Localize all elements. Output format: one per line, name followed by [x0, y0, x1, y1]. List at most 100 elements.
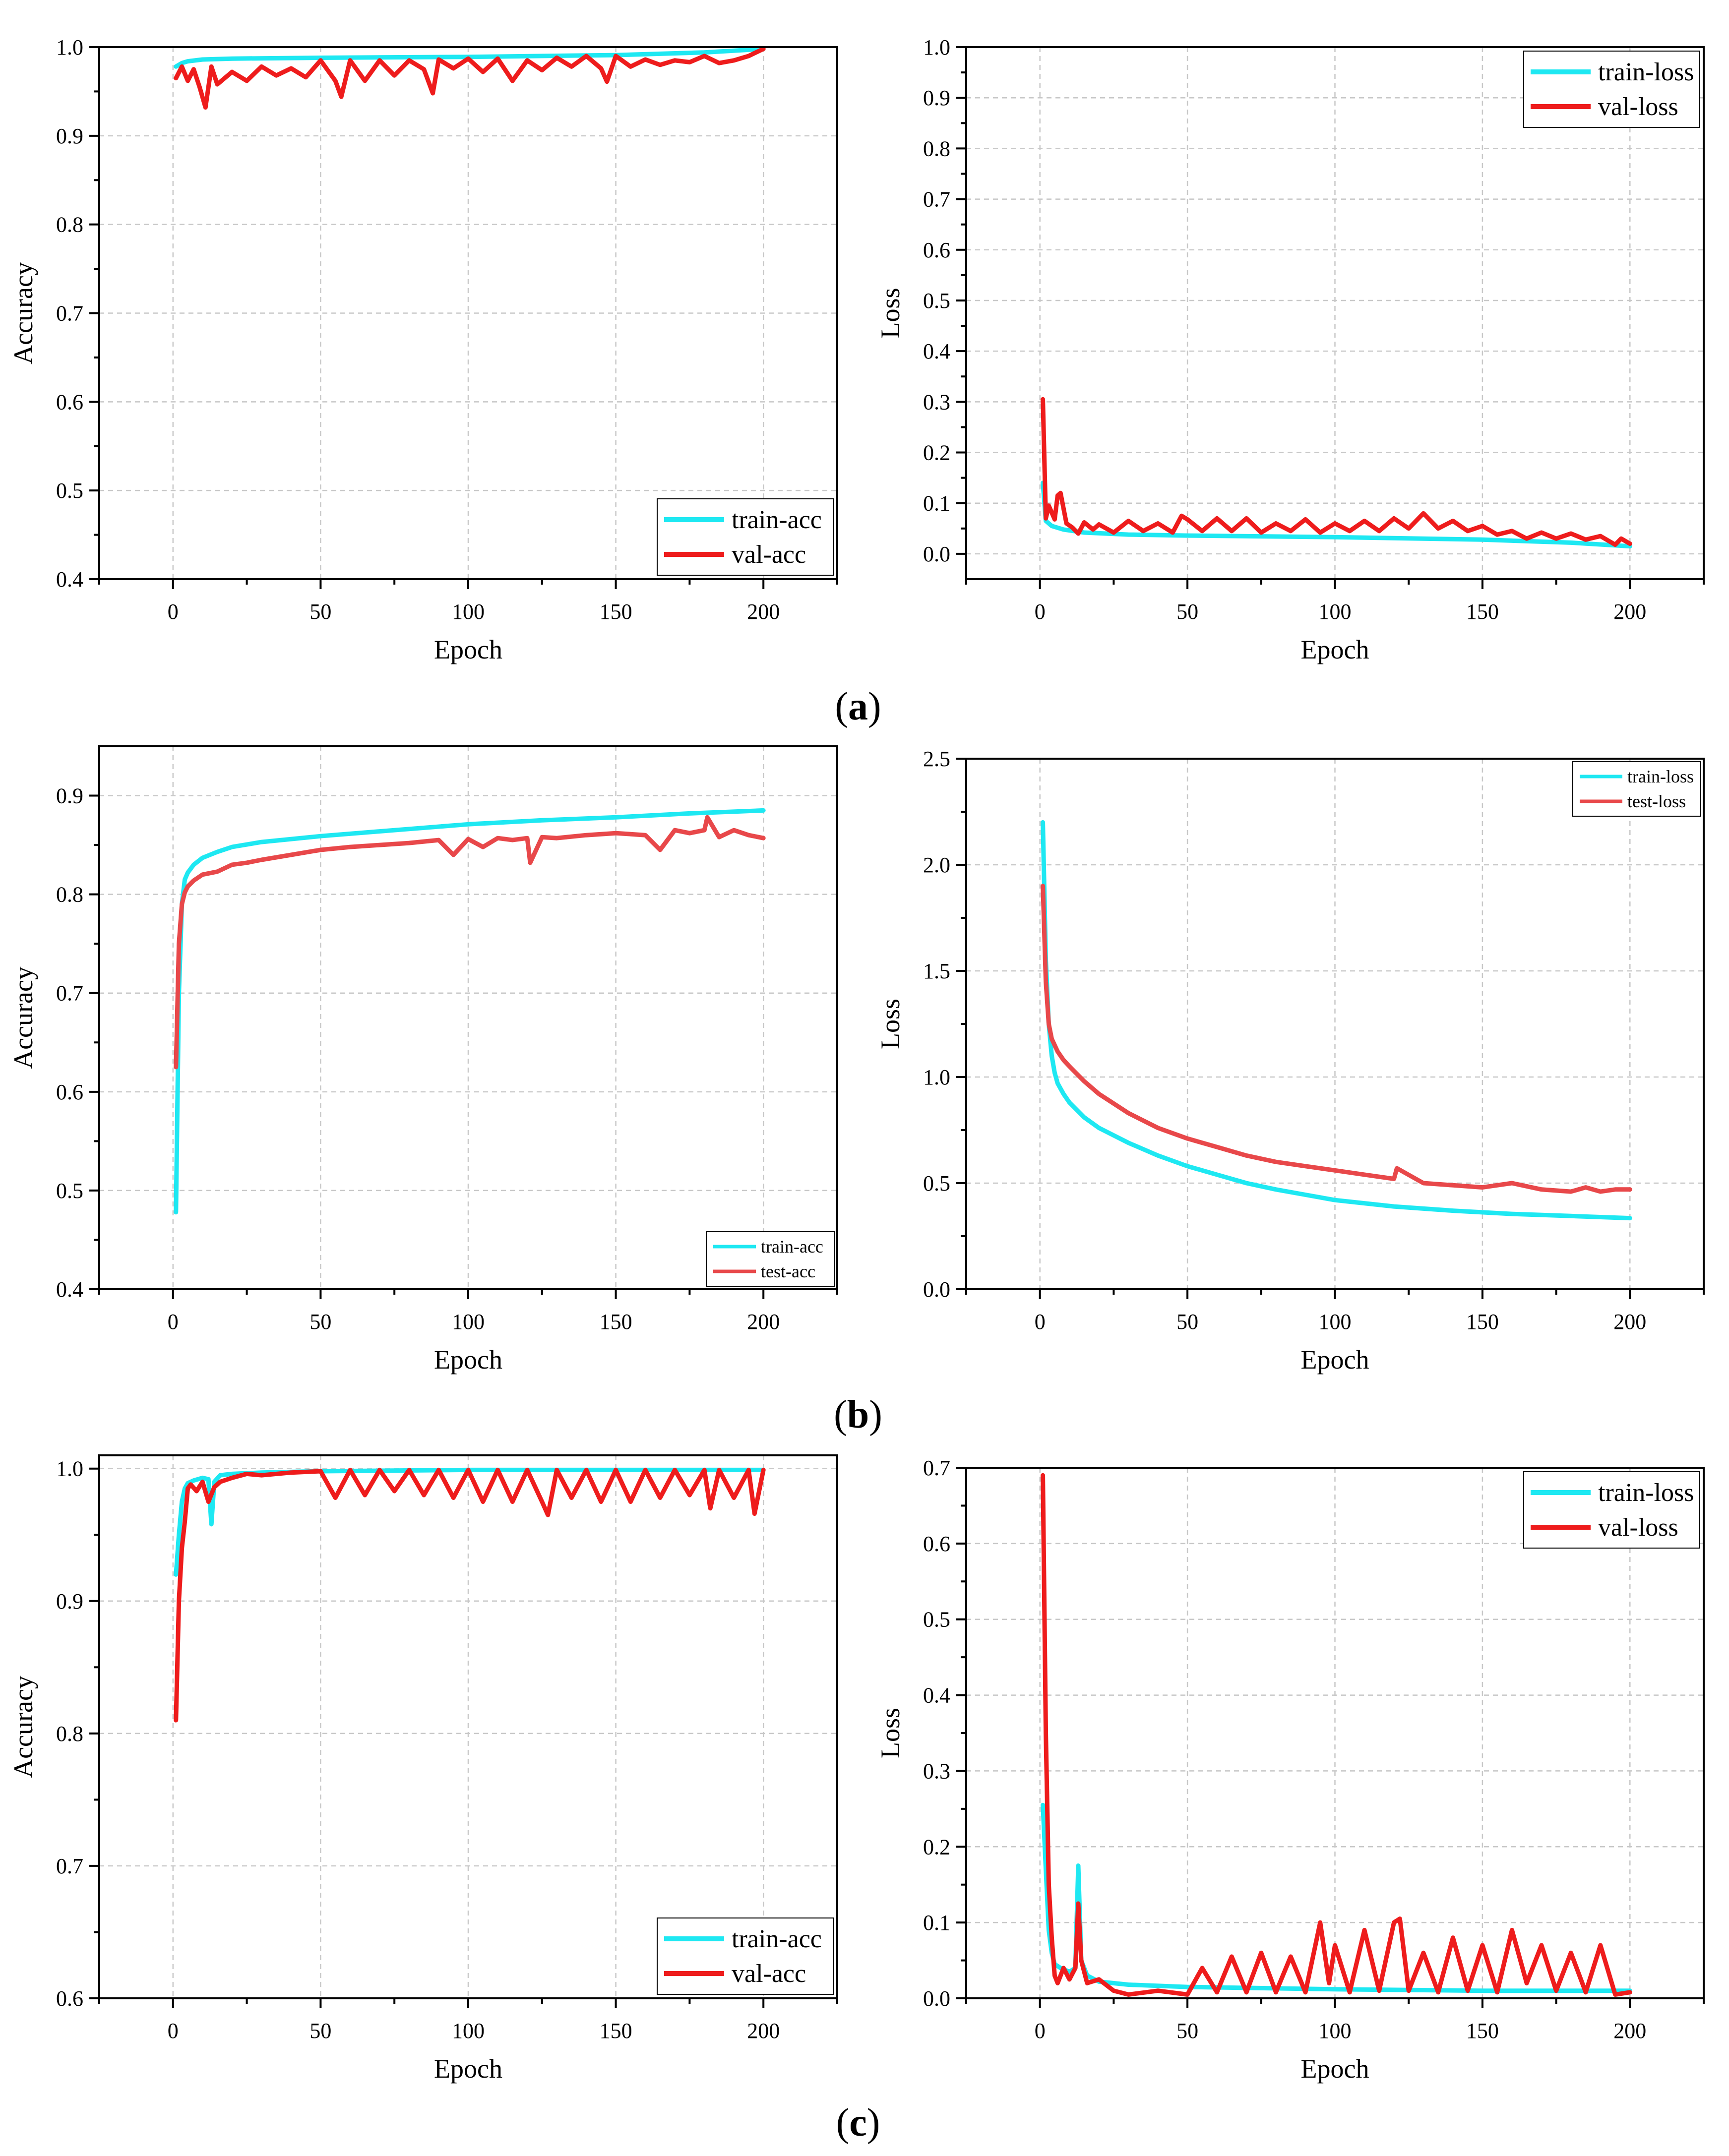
y-tick-label: 0.9 [923, 86, 950, 110]
x-axis-title: Epoch [1301, 2054, 1369, 2084]
y-axis-title: Loss [875, 999, 905, 1049]
y-tick-label: 0.6 [923, 1532, 950, 1556]
x-tick-label: 50 [1176, 1310, 1198, 1334]
x-tick-label: 100 [1319, 599, 1352, 624]
y-tick-label: 0.0 [923, 542, 950, 566]
legend-box [706, 1231, 835, 1287]
y-tick-label: 0.1 [923, 491, 950, 516]
x-tick-label: 50 [309, 599, 331, 624]
panel-label-b-letter: b [847, 1393, 869, 1437]
series-line-test-acc [174, 815, 766, 1070]
x-tick-label: 100 [452, 599, 485, 624]
y-tick-label: 0.7 [56, 301, 83, 326]
legend-label-test-loss: test-loss [1627, 791, 1686, 811]
legend-box [1572, 761, 1701, 817]
y-tick-label: 0.4 [923, 339, 950, 363]
y-tick-label: 1.0 [923, 35, 950, 60]
x-tick-label: 200 [1613, 2019, 1646, 2043]
x-tick-label: 150 [1466, 599, 1499, 624]
legend-label-train-loss: train-loss [1627, 767, 1694, 786]
y-tick-label: 0.6 [56, 1080, 83, 1104]
x-tick-label: 150 [600, 2019, 632, 2043]
y-tick-label: 0.8 [56, 213, 83, 237]
series-line-val-loss [1041, 1473, 1632, 1997]
legend-box [1523, 1471, 1700, 1549]
legend: train-loss val-loss [1523, 1471, 1700, 1549]
x-axis-title: Epoch [434, 635, 502, 664]
legend-label-train-acc: train-acc [761, 1237, 823, 1257]
series-line-val-acc [174, 1467, 766, 1723]
x-tick-label: 200 [1613, 1310, 1646, 1334]
y-tick-label: 0.6 [923, 238, 950, 262]
y-tick-label: 0.9 [56, 784, 83, 808]
x-axis-title: Epoch [1301, 1345, 1369, 1375]
chart-c-loss: 0 50 100 150 200 0.0 0.1 0.2 0.3 0.4 0.5 0.6 0.7 Epoc… [875, 1456, 1705, 2084]
x-axis-title: Epoch [434, 1345, 502, 1375]
y-tick-label: 0.2 [923, 1835, 950, 1859]
x-tick-label: 50 [309, 1310, 331, 1334]
y-tick-label: 0.8 [923, 136, 950, 161]
y-tick-label: 0.0 [923, 1277, 950, 1302]
x-tick-label: 0 [168, 1310, 179, 1334]
y-tick-label: 0.4 [923, 1683, 950, 1708]
x-tick-label: 0 [1035, 1310, 1046, 1334]
y-tick-label: 0.7 [923, 1456, 950, 1480]
y-tick-label: 0.9 [56, 1589, 83, 1614]
panel-label-a-close: ) [868, 685, 881, 728]
legend-box [1523, 51, 1700, 128]
y-tick-label: 0.5 [923, 1608, 950, 1632]
x-axis-title: Epoch [434, 2054, 502, 2084]
y-tick-label: 0.6 [56, 1986, 83, 2011]
x-tick-label: 150 [1466, 1310, 1499, 1334]
y-tick-label: 0.7 [923, 187, 950, 212]
x-tick-label: 50 [1176, 599, 1198, 624]
legend-label-test-acc: test-acc [761, 1261, 815, 1281]
x-tick-label: 150 [600, 1310, 632, 1334]
y-axis-title: Loss [875, 1708, 905, 1758]
legend-label-val-loss: val-loss [1598, 1513, 1678, 1542]
legend-label-train-acc: train-acc [732, 506, 822, 534]
x-tick-label: 150 [1466, 2019, 1499, 2043]
x-tick-label: 200 [747, 2019, 780, 2043]
series-line-val-loss [1041, 397, 1632, 547]
legend: train-acc val-acc [657, 1917, 834, 1995]
y-tick-label: 2.5 [923, 747, 950, 771]
x-tick-label: 100 [452, 2019, 485, 2043]
panel-label-b-open: ( [834, 1393, 847, 1437]
panel-label-b: (b) [808, 1392, 908, 1437]
series-line-train-acc [174, 808, 766, 1215]
legend-label-val-acc: val-acc [732, 1960, 806, 1988]
legend: train-acc test-acc [706, 1231, 835, 1287]
x-tick-label: 50 [309, 2019, 331, 2043]
y-tick-label: 0.5 [923, 1171, 950, 1196]
legend-box [657, 1917, 834, 1995]
legend: train-acc val-acc [657, 498, 834, 576]
x-tick-label: 100 [1319, 1310, 1352, 1334]
series-line-val-acc [174, 47, 766, 110]
y-tick-label: 1.0 [56, 35, 83, 60]
x-tick-label: 200 [747, 1310, 780, 1334]
y-tick-label: 0.3 [923, 1759, 950, 1783]
panel-label-a-letter: a [848, 685, 868, 728]
x-tick-label: 0 [168, 2019, 179, 2043]
x-tick-label: 100 [1319, 2019, 1352, 2043]
y-tick-label: 0.0 [923, 1986, 950, 2011]
panel-label-c-open: ( [836, 2101, 850, 2145]
chart-a-loss: 0 50 100 150 200 0.0 0.1 0.2 0.3 0.4 0.5 0.6 0.7 0.8 0… [875, 35, 1705, 664]
y-tick-label: 0.8 [56, 883, 83, 907]
series-line-train-acc [174, 1467, 766, 1577]
x-tick-label: 200 [747, 599, 780, 624]
y-tick-label: 0.9 [56, 124, 83, 148]
x-axis-title: Epoch [1301, 635, 1369, 664]
y-axis-title: Accuracy [8, 1676, 38, 1778]
legend-label-train-loss: train-loss [1598, 1479, 1694, 1507]
y-tick-label: 2.0 [923, 853, 950, 877]
y-tick-label: 0.7 [56, 981, 83, 1006]
x-tick-label: 0 [1035, 2019, 1046, 2043]
chart-b-acc: 0 50 100 150 200 0.4 0.5 0.6 0.7 0.8 0.9 Epoch Accur… [8, 745, 838, 1375]
panel-label-a-open: ( [835, 685, 848, 728]
y-tick-label: 0.5 [56, 479, 83, 503]
panel-label-b-close: ) [869, 1393, 882, 1437]
chart-b-loss: 0 50 100 150 200 0.0 0.5 1.0 1.5 2.0 2.5 Epoch Loss t… [875, 747, 1705, 1375]
